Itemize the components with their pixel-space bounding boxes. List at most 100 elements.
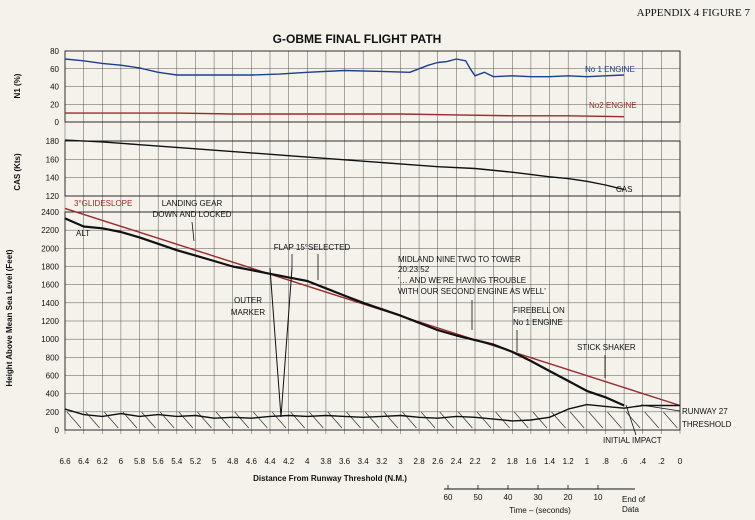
terrain-hatch bbox=[215, 411, 231, 429]
series-line-no-1-engine bbox=[64, 58, 625, 78]
annotation-initial-impact: INITIAL IMPACT bbox=[603, 404, 662, 445]
x-tick-label: 4.8 bbox=[227, 457, 239, 466]
x-tick-label: 2.4 bbox=[451, 457, 463, 466]
x-tick-label: 3.6 bbox=[339, 457, 351, 466]
svg-text:No 1 ENGINE: No 1 ENGINE bbox=[513, 318, 563, 327]
terrain-hatch bbox=[327, 411, 343, 429]
terrain-hatch bbox=[532, 411, 548, 429]
annotation-flap: FLAP 15°SELECTED bbox=[274, 243, 350, 280]
x-tick-label: .2 bbox=[658, 457, 665, 466]
x-tick-label: .4 bbox=[639, 457, 646, 466]
y-tick-label: 200 bbox=[46, 408, 60, 417]
terrain-hatch bbox=[178, 411, 194, 429]
series-label-no1-engine: No 1 ENGINE bbox=[585, 65, 635, 74]
series-line-cas bbox=[64, 139, 625, 191]
x-tick-label: .8 bbox=[602, 457, 609, 466]
x-tick-label: 5.4 bbox=[171, 457, 183, 466]
x-tick-label: 6.2 bbox=[97, 457, 109, 466]
svg-text:RUNWAY 27: RUNWAY 27 bbox=[682, 407, 728, 416]
x-axis-label: Distance From Runway Threshold (N.M.) bbox=[253, 474, 407, 483]
x-tick-label: 1.4 bbox=[544, 457, 556, 466]
svg-text:LANDING GEAR: LANDING GEAR bbox=[162, 199, 223, 208]
terrain-hatch bbox=[439, 411, 454, 429]
annotation-landing-gear: LANDING GEAR DOWN AND LOCKED bbox=[152, 199, 232, 242]
x-tick-label: 1.8 bbox=[507, 457, 519, 466]
cas-axis-label: CAS (Kts) bbox=[13, 153, 22, 191]
x-tick-label: 5.2 bbox=[190, 457, 202, 466]
terrain-hatch bbox=[253, 411, 268, 429]
x-tick-label: 1 bbox=[585, 457, 590, 466]
time-axis-label: Time – (seconds) bbox=[509, 506, 571, 515]
terrain-hatch bbox=[271, 411, 287, 429]
y-tick-label: 40 bbox=[50, 83, 59, 92]
x-tick-label: 1.6 bbox=[525, 457, 537, 466]
terrain-hatch bbox=[383, 411, 399, 429]
panel-frame bbox=[64, 211, 681, 431]
terrain-hatch bbox=[569, 411, 585, 429]
annotation-stick-shaker: STICK SHAKER bbox=[577, 343, 636, 378]
time-tick-label: 60 bbox=[444, 493, 453, 502]
x-tick-label: 4.6 bbox=[246, 457, 258, 466]
x-tick-label: 3.8 bbox=[320, 457, 332, 466]
y-tick-label: 1800 bbox=[41, 263, 59, 272]
x-tick-label: 5.6 bbox=[153, 457, 165, 466]
y-tick-label: 2400 bbox=[41, 208, 59, 217]
y-tick-label: 60 bbox=[50, 65, 59, 74]
y-tick-label: 1400 bbox=[41, 299, 59, 308]
x-tick-label: .6 bbox=[621, 457, 628, 466]
time-axis-end-label: End of bbox=[622, 495, 646, 504]
terrain-hatch bbox=[420, 411, 436, 429]
appendix-header: APPENDIX 4 FIGURE 7 bbox=[637, 7, 751, 19]
x-tick-label: 1.2 bbox=[563, 457, 575, 466]
time-axis-ticks: 60 50 40 30 20 10 bbox=[444, 485, 603, 502]
terrain-hatch bbox=[104, 411, 119, 429]
panel-frame bbox=[64, 140, 681, 197]
svg-text:DOWN AND LOCKED: DOWN AND LOCKED bbox=[152, 210, 231, 219]
svg-text:FIREBELL ON: FIREBELL ON bbox=[513, 306, 565, 315]
x-tick-label: 2 bbox=[491, 457, 496, 466]
terrain-hatch bbox=[234, 411, 249, 429]
y-axis-ticks: 0204060801201401601800200400600800100012… bbox=[41, 47, 59, 435]
x-tick-label: 0 bbox=[678, 457, 683, 466]
x-tick-label: 5 bbox=[212, 457, 217, 466]
terrain-hatch bbox=[458, 411, 473, 429]
y-tick-label: 600 bbox=[46, 372, 60, 381]
x-tick-label: 2.2 bbox=[469, 457, 481, 466]
time-tick-label: 20 bbox=[564, 493, 573, 502]
terrain-hatch bbox=[141, 411, 156, 429]
terrain-hatch bbox=[551, 411, 566, 429]
y-tick-label: 400 bbox=[46, 390, 60, 399]
x-tick-label: 4.4 bbox=[264, 457, 276, 466]
y-tick-label: 2000 bbox=[41, 244, 59, 253]
svg-text:WITH OUR SECOND ENGINE AS WELL: WITH OUR SECOND ENGINE AS WELL' bbox=[398, 287, 546, 296]
terrain-hatch bbox=[663, 411, 678, 429]
x-tick-label: 4 bbox=[305, 457, 310, 466]
annotation-runway-threshold: RUNWAY 27 THRESHOLD bbox=[640, 404, 732, 429]
y-tick-label: 1000 bbox=[41, 335, 59, 344]
series-label-cas: CAS bbox=[616, 185, 632, 194]
chart-series bbox=[64, 58, 681, 422]
time-axis-end-label-2: Data bbox=[622, 505, 639, 514]
series-label-no2-engine: No2 ENGINE bbox=[589, 101, 637, 110]
x-axis-ticks: 6.6 6.4 6.2 6 5.8 5.6 5.4 5.2 5 4.8 4.6 4.4 4.2 4 3.8 3… bbox=[59, 457, 682, 466]
terrain-hatch bbox=[197, 411, 212, 429]
terrain-hatch bbox=[346, 411, 361, 429]
n1-axis-label: N1 (%) bbox=[13, 73, 22, 98]
svg-text:INITIAL IMPACT: INITIAL IMPACT bbox=[603, 436, 662, 445]
y-tick-label: 120 bbox=[46, 192, 60, 201]
svg-text:OUTER: OUTER bbox=[234, 296, 262, 305]
y-tick-label: 20 bbox=[50, 100, 59, 109]
terrain-hatch bbox=[644, 411, 659, 429]
svg-text:THRESHOLD: THRESHOLD bbox=[682, 420, 732, 429]
x-tick-label: 6.6 bbox=[59, 457, 71, 466]
terrain-hatch bbox=[364, 411, 380, 429]
x-tick-label: 3.4 bbox=[358, 457, 370, 466]
altitude-axis-label: Height Above Mean Sea Level (Feet) bbox=[5, 249, 14, 386]
x-tick-label: 6 bbox=[119, 457, 124, 466]
series-line-alt bbox=[64, 217, 625, 407]
x-tick-label: 2.6 bbox=[432, 457, 444, 466]
y-tick-label: 1600 bbox=[41, 281, 59, 290]
terrain-hatch bbox=[309, 411, 324, 429]
svg-text:MIDLAND NINE TWO TO TOWER: MIDLAND NINE TWO TO TOWER bbox=[398, 255, 521, 264]
